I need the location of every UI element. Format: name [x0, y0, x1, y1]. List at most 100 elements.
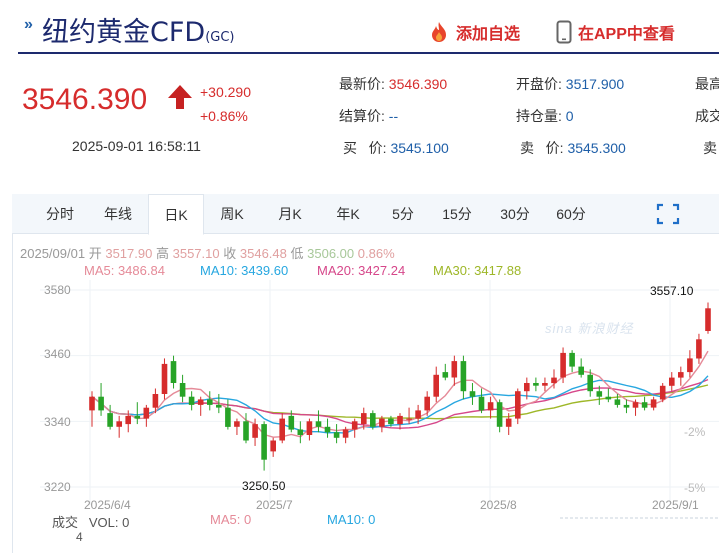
candle-body	[551, 377, 557, 384]
candle-body	[315, 421, 322, 427]
candle	[252, 418, 258, 446]
candle-body	[460, 361, 467, 392]
change-value: +30.290	[200, 84, 251, 100]
ma10-legend: MA10: 3439.60	[200, 263, 288, 278]
ma30-legend: MA30: 3417.88	[433, 263, 521, 278]
y-tick-label: 3340	[44, 415, 71, 429]
ma5-value: MA5: 3486.84	[84, 263, 165, 278]
y-tick-label: 3460	[44, 347, 71, 361]
candle	[669, 372, 675, 392]
candle	[560, 347, 566, 384]
candle-body	[351, 421, 358, 430]
tab-weekly-k[interactable]: 周K	[220, 206, 244, 222]
candle	[569, 350, 575, 373]
candle	[98, 383, 104, 416]
candle	[587, 369, 593, 397]
ohlc-high-label: 高	[155, 246, 169, 261]
candle	[379, 415, 385, 433]
candle-body	[252, 424, 258, 438]
candle-body	[515, 391, 521, 419]
ma20-value: MA20: 3427.24	[317, 263, 406, 278]
candle-body	[505, 418, 512, 427]
candle	[496, 399, 503, 433]
candle-body	[333, 432, 340, 438]
candle-body	[433, 374, 439, 397]
candle	[179, 374, 186, 403]
period-tabs: 分时 年线 日K 周K 月K 年K 5分 15分 30分 60分	[12, 194, 719, 235]
add-watchlist-label: 添加自选	[456, 26, 521, 43]
tab-nianxian[interactable]: 年线	[104, 206, 132, 222]
candle	[306, 418, 313, 441]
bid-price-field: 买 价: 3545.100	[343, 138, 449, 158]
vol-ma10-legend: MA10: 0	[327, 512, 375, 527]
candle	[578, 358, 584, 378]
candle-body	[388, 418, 394, 425]
candle-body	[161, 363, 168, 394]
ohlc-high: 3557.10	[172, 246, 220, 261]
candle-body	[560, 352, 566, 378]
candle	[170, 355, 177, 389]
tab-60min[interactable]: 60分	[556, 206, 586, 222]
candle	[361, 407, 367, 430]
candle-body	[116, 421, 122, 427]
x-tick-label: 2025/8	[480, 498, 517, 512]
candle	[143, 404, 150, 427]
tab-5min[interactable]: 5分	[392, 206, 414, 222]
candle-body	[98, 396, 104, 411]
candle	[261, 421, 267, 471]
page-header: » 纽约黄金CFD(GC) 添加自选 在APP中查看	[0, 0, 719, 58]
candle-body	[179, 383, 186, 397]
ohlc-open-label: 开	[88, 246, 102, 261]
candle	[705, 302, 711, 334]
ma30-value: MA30: 3417.88	[433, 263, 522, 278]
ask-price-value: 3545.300	[567, 140, 626, 156]
ohlc-low: 3506.00	[307, 246, 355, 261]
candle	[107, 404, 113, 430]
candle-body	[669, 377, 675, 386]
candle	[342, 426, 349, 444]
view-in-app-button[interactable]: 在APP中查看	[556, 20, 675, 44]
volume-axis-label: 4	[76, 530, 83, 544]
add-watchlist-button[interactable]: 添加自选	[428, 20, 520, 44]
min-annotation: 3250.50	[242, 479, 286, 493]
ask-price-field: 卖 价: 3545.300	[520, 138, 626, 158]
tab-yearly-k[interactable]: 年K	[336, 206, 360, 222]
candle-body	[678, 372, 684, 378]
candle-body	[415, 410, 421, 419]
fullscreen-icon[interactable]	[656, 203, 680, 225]
candle	[207, 391, 213, 411]
x-tick-label: 2025/6/4	[84, 498, 131, 512]
tab-15min[interactable]: 15分	[442, 206, 472, 222]
candle	[632, 399, 639, 416]
candle-body	[279, 418, 285, 441]
candle	[533, 377, 539, 392]
candle	[125, 410, 131, 433]
candle	[89, 391, 95, 427]
candle-body	[324, 426, 331, 433]
tab-monthly-k[interactable]: 月K	[278, 206, 302, 222]
open-interest-value: 0	[565, 108, 574, 124]
candle	[696, 333, 702, 364]
last-price: 3546.390	[22, 83, 148, 116]
max-annotation: 3557.10	[650, 284, 694, 298]
tab-daily-k[interactable]: 日K	[148, 194, 204, 235]
candle-body	[152, 394, 159, 408]
candle-body	[596, 391, 603, 397]
candle-body	[342, 429, 349, 438]
tab-fenshi[interactable]: 分时	[46, 206, 74, 222]
candle	[542, 377, 548, 392]
candle	[370, 410, 376, 430]
candle-body	[569, 352, 575, 367]
candle-body	[243, 421, 249, 441]
candle-body	[143, 407, 150, 419]
settle-price-label: 结算价:	[339, 108, 385, 124]
tab-30min[interactable]: 30分	[500, 206, 530, 222]
candle-body	[487, 402, 494, 411]
pct-tick-label: -2%	[684, 425, 706, 439]
candle	[134, 402, 141, 425]
vol-ma10-value: MA10: 0	[327, 512, 376, 527]
ohlc-date: 2025/09/01	[20, 246, 86, 261]
candle-body	[587, 374, 593, 392]
candle	[478, 388, 485, 414]
